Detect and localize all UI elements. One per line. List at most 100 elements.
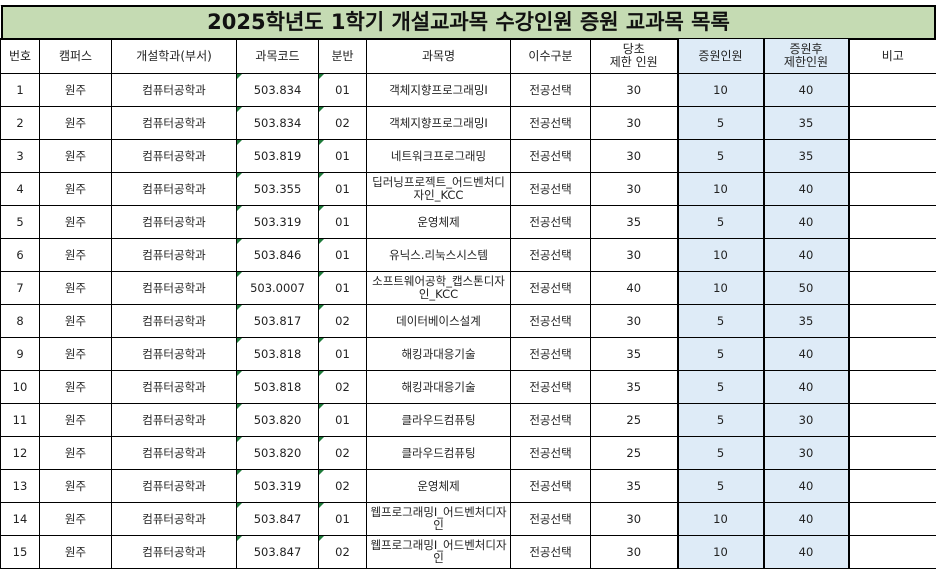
cell-course-code[interactable]: 503.818 (236, 370, 319, 404)
cell-new-limit[interactable]: 40 (762, 73, 850, 107)
cell-course-name[interactable]: 객체지향프로그래밍Ⅰ (366, 73, 511, 107)
cell-increase[interactable]: 5 (676, 370, 765, 404)
cell-new-limit[interactable]: 35 (762, 304, 850, 338)
cell-campus[interactable]: 원주 (39, 73, 112, 107)
cell-original-limit[interactable]: 30 (590, 502, 678, 536)
cell-category[interactable]: 전공선택 (510, 370, 591, 404)
cell-section[interactable]: 01 (318, 73, 367, 107)
cell-course-code[interactable]: 503.820 (236, 403, 319, 437)
cell-category[interactable]: 전공선택 (510, 337, 591, 371)
cell-section[interactable]: 02 (318, 106, 367, 140)
cell-remarks[interactable] (848, 502, 936, 536)
cell-section[interactable]: 02 (318, 469, 367, 503)
cell-increase[interactable]: 5 (676, 106, 765, 140)
cell-campus[interactable]: 원주 (39, 403, 112, 437)
cell-remarks[interactable] (848, 172, 936, 206)
cell-course-code[interactable]: 503.817 (236, 304, 319, 338)
cell-campus[interactable]: 원주 (39, 370, 112, 404)
cell-course-name[interactable]: 운영체제 (366, 205, 511, 239)
cell-department[interactable]: 컴퓨터공학과 (111, 403, 237, 437)
cell-section[interactable]: 02 (318, 436, 367, 470)
cell-campus[interactable]: 원주 (39, 106, 112, 140)
cell-course-name[interactable]: 딥러닝프로젝트_어드벤처디자인_KCC (366, 172, 511, 206)
cell-course-code[interactable]: 503.834 (236, 73, 319, 107)
cell-no[interactable]: 12 (0, 436, 40, 470)
cell-department[interactable]: 컴퓨터공학과 (111, 535, 237, 569)
cell-section[interactable]: 01 (318, 271, 367, 305)
cell-remarks[interactable] (848, 436, 936, 470)
cell-department[interactable]: 컴퓨터공학과 (111, 502, 237, 536)
cell-increase[interactable]: 10 (676, 271, 765, 305)
cell-category[interactable]: 전공선택 (510, 535, 591, 569)
cell-new-limit[interactable]: 40 (762, 502, 850, 536)
cell-section[interactable]: 01 (318, 337, 367, 371)
cell-new-limit[interactable]: 40 (762, 370, 850, 404)
cell-new-limit[interactable]: 40 (762, 238, 850, 272)
cell-no[interactable]: 1 (0, 73, 40, 107)
cell-remarks[interactable] (848, 535, 936, 569)
cell-original-limit[interactable]: 35 (590, 205, 678, 239)
cell-department[interactable]: 컴퓨터공학과 (111, 106, 237, 140)
cell-department[interactable]: 컴퓨터공학과 (111, 469, 237, 503)
cell-new-limit[interactable]: 40 (762, 535, 850, 569)
cell-course-name[interactable]: 웹프로그래밍Ⅰ_어드벤처디자인 (366, 502, 511, 536)
cell-section[interactable]: 01 (318, 172, 367, 206)
cell-department[interactable]: 컴퓨터공학과 (111, 139, 237, 173)
cell-no[interactable]: 5 (0, 205, 40, 239)
cell-department[interactable]: 컴퓨터공학과 (111, 271, 237, 305)
cell-category[interactable]: 전공선택 (510, 205, 591, 239)
cell-no[interactable]: 7 (0, 271, 40, 305)
cell-original-limit[interactable]: 25 (590, 403, 678, 437)
cell-original-limit[interactable]: 30 (590, 304, 678, 338)
cell-course-name[interactable]: 데이터베이스설계 (366, 304, 511, 338)
cell-course-code[interactable]: 503.355 (236, 172, 319, 206)
cell-campus[interactable]: 원주 (39, 436, 112, 470)
cell-original-limit[interactable]: 30 (590, 73, 678, 107)
cell-category[interactable]: 전공선택 (510, 106, 591, 140)
cell-increase[interactable]: 10 (676, 238, 765, 272)
cell-new-limit[interactable]: 40 (762, 469, 850, 503)
cell-department[interactable]: 컴퓨터공학과 (111, 238, 237, 272)
cell-department[interactable]: 컴퓨터공학과 (111, 370, 237, 404)
cell-original-limit[interactable]: 35 (590, 337, 678, 371)
cell-course-name[interactable]: 해킹과대응기술 (366, 337, 511, 371)
cell-department[interactable]: 컴퓨터공학과 (111, 436, 237, 470)
cell-course-code[interactable]: 503.846 (236, 238, 319, 272)
cell-no[interactable]: 4 (0, 172, 40, 206)
cell-course-code[interactable]: 503.818 (236, 337, 319, 371)
cell-increase[interactable]: 5 (676, 205, 765, 239)
cell-category[interactable]: 전공선택 (510, 271, 591, 305)
cell-category[interactable]: 전공선택 (510, 238, 591, 272)
cell-remarks[interactable] (848, 205, 936, 239)
cell-original-limit[interactable]: 30 (590, 535, 678, 569)
cell-no[interactable]: 3 (0, 139, 40, 173)
cell-course-name[interactable]: 클라우드컴퓨팅 (366, 436, 511, 470)
cell-department[interactable]: 컴퓨터공학과 (111, 172, 237, 206)
cell-section[interactable]: 01 (318, 139, 367, 173)
cell-remarks[interactable] (848, 139, 936, 173)
cell-category[interactable]: 전공선택 (510, 469, 591, 503)
cell-section[interactable]: 02 (318, 370, 367, 404)
cell-course-name[interactable]: 클라우드컴퓨팅 (366, 403, 511, 437)
cell-no[interactable]: 2 (0, 106, 40, 140)
cell-course-name[interactable]: 네트워크프로그래밍 (366, 139, 511, 173)
cell-new-limit[interactable]: 35 (762, 139, 850, 173)
cell-increase[interactable]: 5 (676, 469, 765, 503)
cell-original-limit[interactable]: 30 (590, 106, 678, 140)
cell-original-limit[interactable]: 40 (590, 271, 678, 305)
cell-remarks[interactable] (848, 337, 936, 371)
cell-campus[interactable]: 원주 (39, 535, 112, 569)
cell-course-name[interactable]: 소프트웨어공학_캡스톤디자인_KCC (366, 271, 511, 305)
cell-campus[interactable]: 원주 (39, 172, 112, 206)
cell-section[interactable]: 01 (318, 403, 367, 437)
cell-campus[interactable]: 원주 (39, 205, 112, 239)
cell-campus[interactable]: 원주 (39, 139, 112, 173)
cell-course-code[interactable]: 503.319 (236, 469, 319, 503)
cell-campus[interactable]: 원주 (39, 271, 112, 305)
cell-increase[interactable]: 5 (676, 436, 765, 470)
cell-increase[interactable]: 10 (676, 535, 765, 569)
cell-remarks[interactable] (848, 73, 936, 107)
cell-remarks[interactable] (848, 238, 936, 272)
cell-department[interactable]: 컴퓨터공학과 (111, 205, 237, 239)
cell-campus[interactable]: 원주 (39, 304, 112, 338)
